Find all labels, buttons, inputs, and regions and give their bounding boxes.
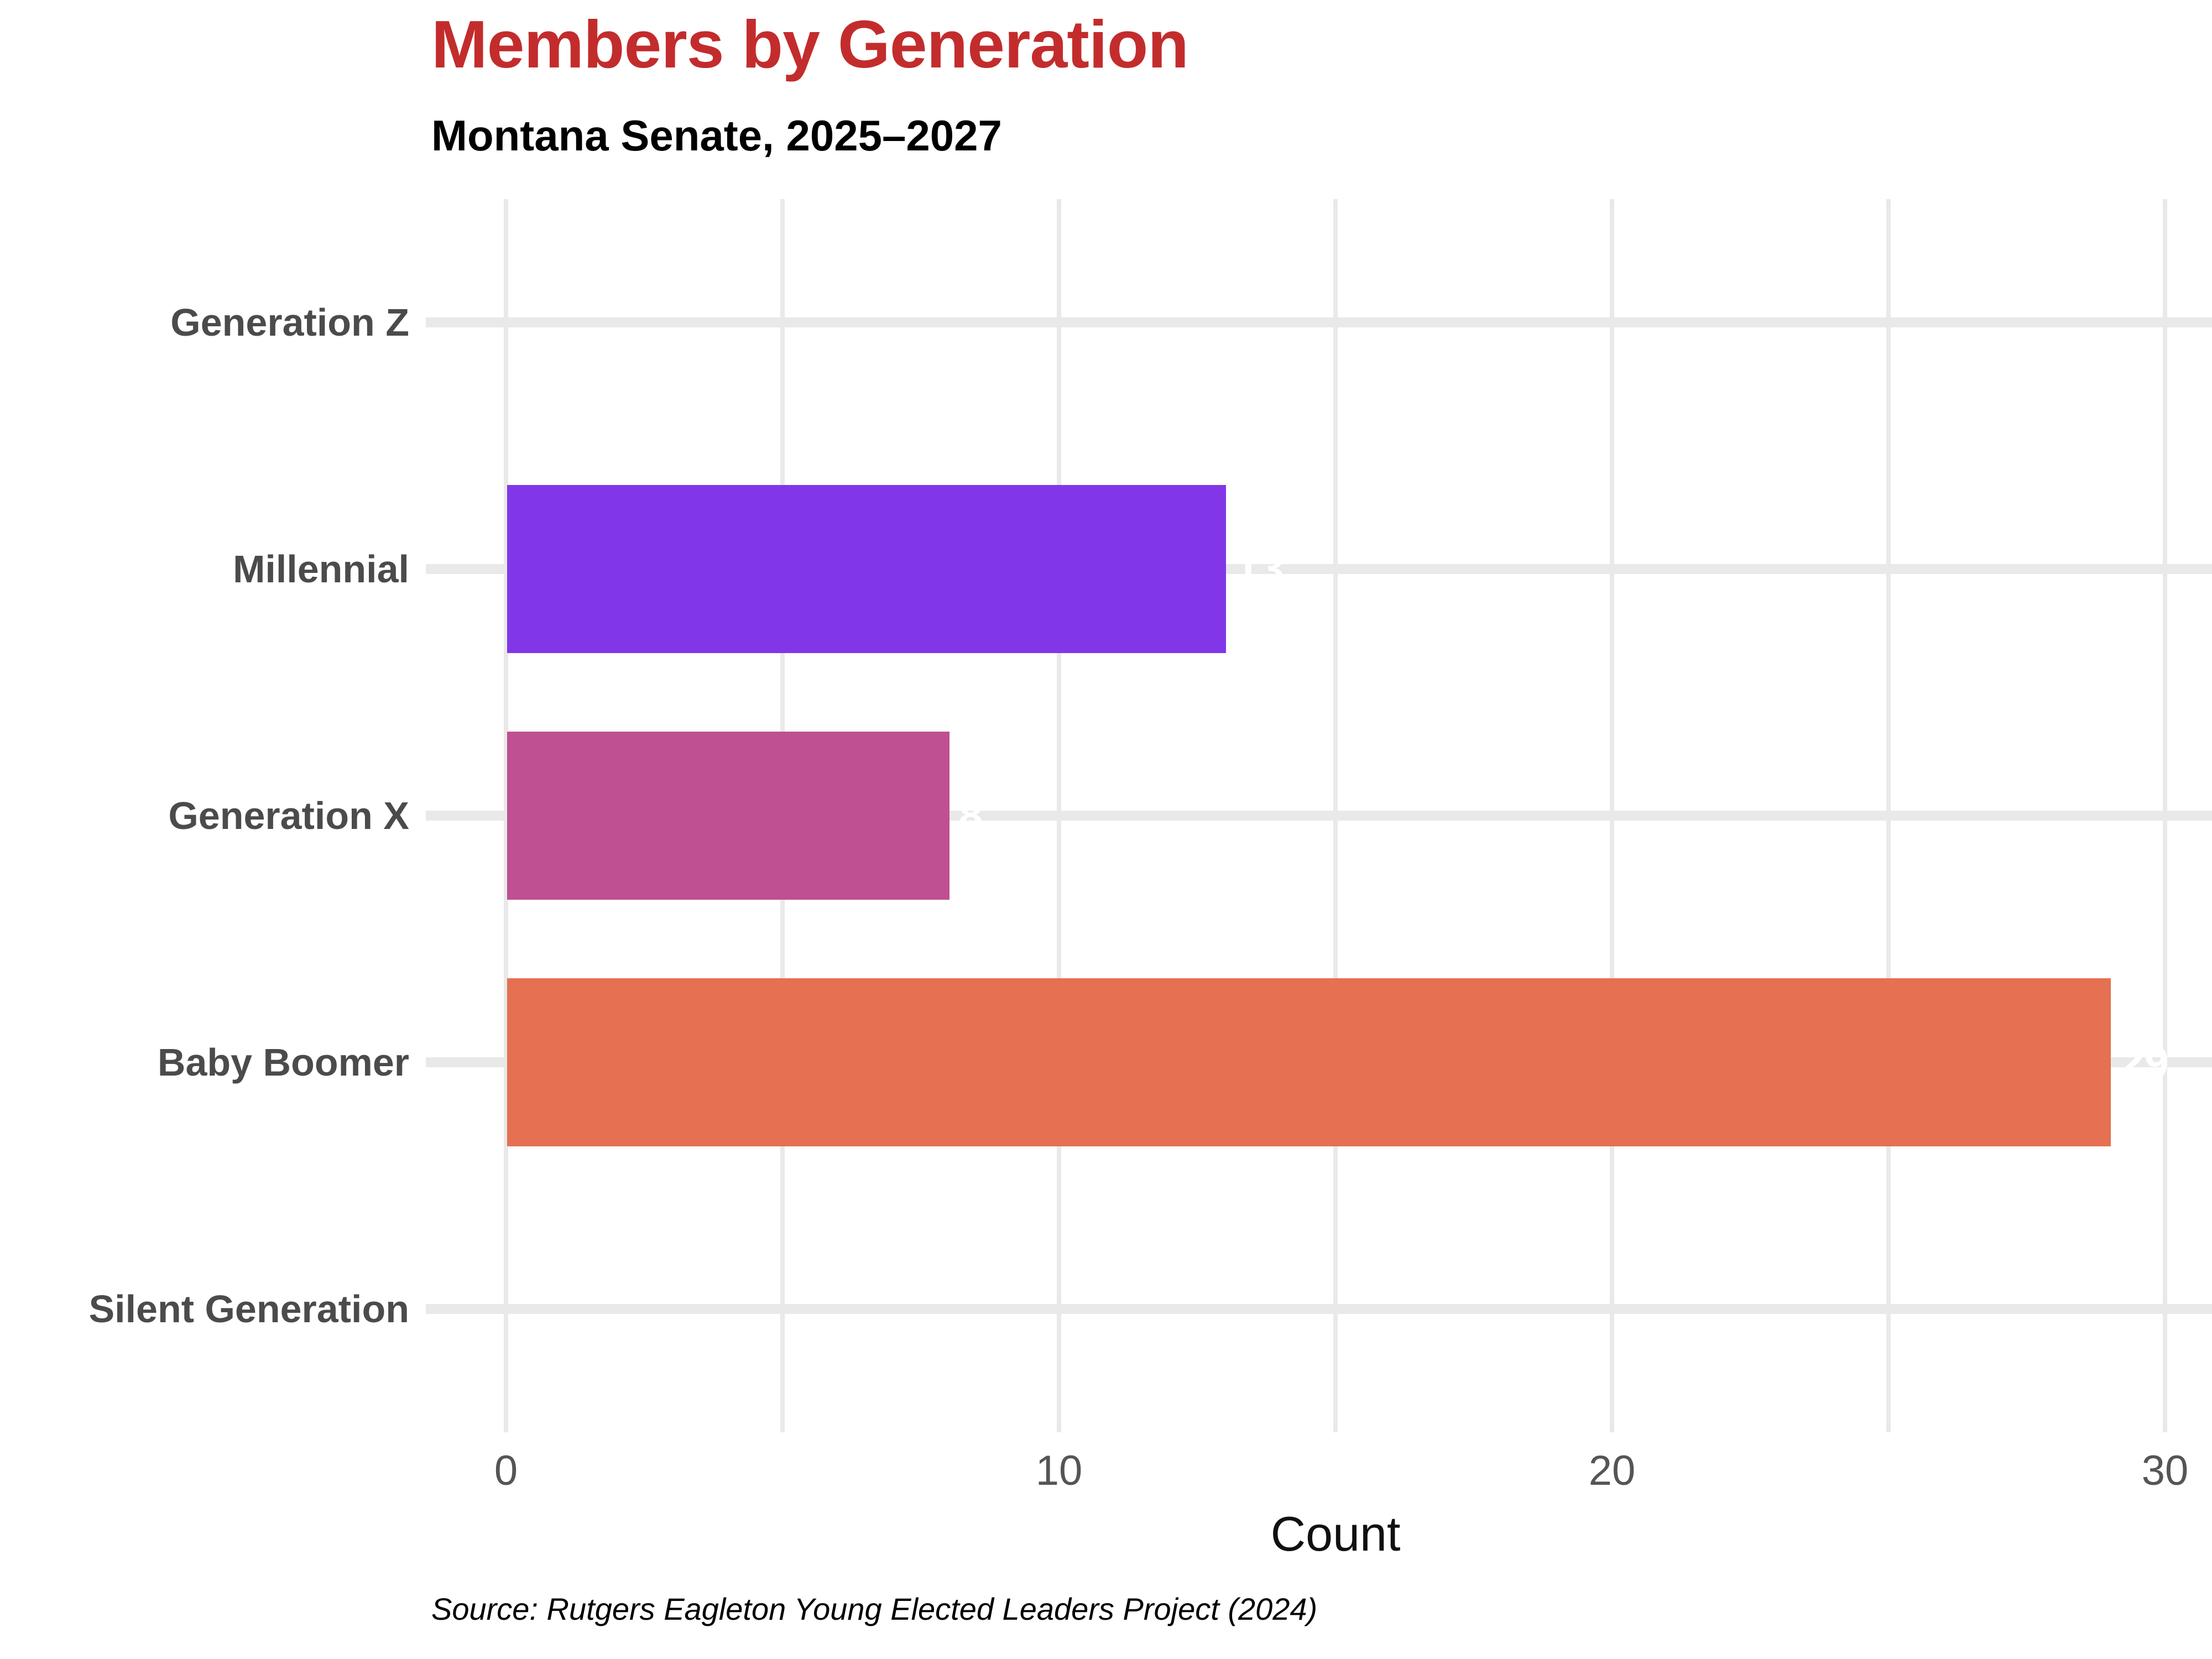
chart-title: Members by Generation [431,7,1189,82]
x-tick-label: 20 [1588,1447,1636,1494]
chart-subtitle: Montana Senate, 2025–2027 [431,111,1002,160]
bar-value-label: 13 [1235,544,1284,593]
y-axis-label: Silent Generation [88,1287,409,1331]
bar-value-label: 29 [2120,1037,2169,1087]
plot-area: 13 8 29 [426,199,2212,1432]
bar-baby-boomer [507,978,2111,1146]
x-tick-label: 0 [494,1447,518,1494]
source-note: Source: Rutgers Eagleton Young Elected L… [431,1592,1318,1626]
category-tick-line [426,317,2212,327]
y-axis-label: Generation X [168,794,409,837]
bar-generation-x [507,732,950,900]
y-axis-label: Baby Boomer [157,1041,409,1084]
bar-millennial [507,485,1226,653]
x-tick-label: 10 [1035,1447,1083,1494]
category-tick-line [426,1304,2212,1314]
x-axis-title: Count [1270,1506,1401,1561]
y-axis-label: Millennial [233,547,409,591]
x-tick-label: 30 [2141,1447,2189,1494]
y-axis-label: Generation Z [170,301,409,344]
bar-value-label: 8 [958,791,983,840]
